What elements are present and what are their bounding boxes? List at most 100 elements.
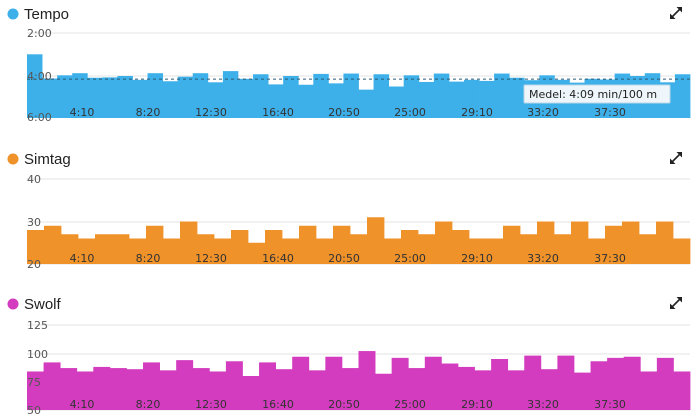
expand-arrows-icon[interactable] xyxy=(668,150,684,166)
simtag-bar[interactable] xyxy=(95,234,113,264)
simtag-bar[interactable] xyxy=(214,238,232,265)
simtag-bar[interactable] xyxy=(418,234,436,264)
tempo-bar[interactable] xyxy=(448,81,465,118)
tempo-bar[interactable] xyxy=(509,77,525,118)
tempo-bar[interactable] xyxy=(479,80,495,118)
swolf-bar[interactable] xyxy=(308,370,326,410)
simtag-bar[interactable] xyxy=(367,217,385,264)
tempo-bar[interactable] xyxy=(674,74,691,118)
tempo-bar[interactable] xyxy=(433,73,450,118)
tempo-bar[interactable] xyxy=(102,77,118,118)
swolf-bar[interactable] xyxy=(60,368,78,410)
simtag-bar[interactable] xyxy=(197,234,215,264)
swolf-bar[interactable] xyxy=(259,362,277,410)
swolf-bar[interactable] xyxy=(43,362,61,410)
swolf-bar[interactable] xyxy=(176,360,194,410)
simtag-bar[interactable] xyxy=(469,238,487,265)
simtag-bar[interactable] xyxy=(452,230,470,264)
swolf-bar[interactable] xyxy=(143,362,160,410)
simtag-bar[interactable] xyxy=(248,242,266,264)
tempo-bar[interactable] xyxy=(147,73,164,118)
simtag-bar[interactable] xyxy=(401,230,419,264)
tempo-bar[interactable] xyxy=(343,73,359,118)
tempo-bar[interactable] xyxy=(42,78,58,118)
simtag-bar[interactable] xyxy=(622,221,640,265)
simtag-bar[interactable] xyxy=(384,238,402,265)
tempo-bar[interactable] xyxy=(27,54,43,118)
tempo-bar[interactable] xyxy=(373,74,390,118)
simtag-bar[interactable] xyxy=(571,221,589,265)
tempo-bar[interactable] xyxy=(192,73,209,118)
swolf-bar[interactable] xyxy=(325,356,343,410)
expand-arrows-icon[interactable] xyxy=(668,295,684,311)
swolf-bar[interactable] xyxy=(474,370,492,410)
swolf-bar[interactable] xyxy=(640,371,658,410)
simtag-bar[interactable] xyxy=(350,234,368,264)
tempo-bar[interactable] xyxy=(298,84,314,118)
swolf-bar[interactable] xyxy=(375,373,393,410)
tempo-bar[interactable] xyxy=(463,79,480,118)
swolf-bar[interactable] xyxy=(573,372,591,410)
tempo-bar[interactable] xyxy=(72,73,88,118)
tempo-bar[interactable] xyxy=(237,78,254,118)
tempo-bar[interactable] xyxy=(162,81,179,118)
swolf-bar[interactable] xyxy=(109,368,127,410)
tempo-bar[interactable] xyxy=(494,73,510,118)
simtag-bar[interactable] xyxy=(112,234,130,264)
simtag-bar[interactable] xyxy=(554,234,572,264)
simtag-bar[interactable] xyxy=(588,238,606,265)
swolf-bar[interactable] xyxy=(557,355,575,410)
swolf-bar[interactable] xyxy=(242,376,260,410)
simtag-bar[interactable] xyxy=(673,238,691,265)
tempo-bar[interactable] xyxy=(177,76,194,118)
simtag-bar[interactable] xyxy=(163,238,181,265)
simtag-bar[interactable] xyxy=(656,221,674,265)
simtag-bar[interactable] xyxy=(129,238,147,265)
swolf-bar[interactable] xyxy=(424,356,442,410)
simtag-bar[interactable] xyxy=(78,238,96,265)
tempo-bar[interactable] xyxy=(283,76,299,118)
swolf-bar[interactable] xyxy=(656,357,674,410)
simtag-bar[interactable] xyxy=(503,225,521,264)
simtag-bar[interactable] xyxy=(180,221,198,265)
swolf-bar[interactable] xyxy=(292,356,310,410)
swolf-bar[interactable] xyxy=(192,368,210,410)
simtag-bar[interactable] xyxy=(44,225,62,264)
simtag-bar[interactable] xyxy=(316,238,334,265)
swolf-bar[interactable] xyxy=(341,368,359,410)
swolf-bar[interactable] xyxy=(673,371,691,410)
swolf-bar[interactable] xyxy=(275,369,293,410)
swolf-bar[interactable] xyxy=(590,361,608,410)
swolf-bar[interactable] xyxy=(209,371,227,410)
tempo-bar[interactable] xyxy=(87,77,103,118)
tempo-bar[interactable] xyxy=(132,79,148,118)
swolf-bar[interactable] xyxy=(76,371,94,410)
swolf-bar[interactable] xyxy=(358,351,376,410)
tempo-bar[interactable] xyxy=(117,76,133,118)
swolf-bar[interactable] xyxy=(159,370,177,410)
swolf-bar[interactable] xyxy=(441,363,459,410)
tempo-bar[interactable] xyxy=(358,89,374,118)
simtag-bar[interactable] xyxy=(146,225,164,264)
simtag-bar[interactable] xyxy=(282,238,300,265)
swolf-bar[interactable] xyxy=(93,366,111,410)
swolf-bar[interactable] xyxy=(391,357,409,410)
tempo-bar[interactable] xyxy=(253,74,269,118)
simtag-bar[interactable] xyxy=(265,230,283,264)
simtag-bar[interactable] xyxy=(231,230,249,264)
simtag-bar[interactable] xyxy=(299,225,317,264)
swolf-bar[interactable] xyxy=(607,357,625,410)
swolf-bar[interactable] xyxy=(126,369,144,410)
swolf-bar[interactable] xyxy=(225,361,243,410)
simtag-bar[interactable] xyxy=(537,221,555,265)
swolf-bar[interactable] xyxy=(408,368,426,410)
swolf-bar[interactable] xyxy=(623,356,641,410)
simtag-bar[interactable] xyxy=(435,221,453,265)
swolf-bar[interactable] xyxy=(540,369,558,410)
tempo-bar[interactable] xyxy=(207,82,224,118)
simtag-bar[interactable] xyxy=(639,234,657,264)
expand-arrows-icon[interactable] xyxy=(668,5,684,21)
tempo-bar[interactable] xyxy=(313,73,329,118)
simtag-bar[interactable] xyxy=(61,234,79,264)
tempo-bar[interactable] xyxy=(418,81,435,118)
